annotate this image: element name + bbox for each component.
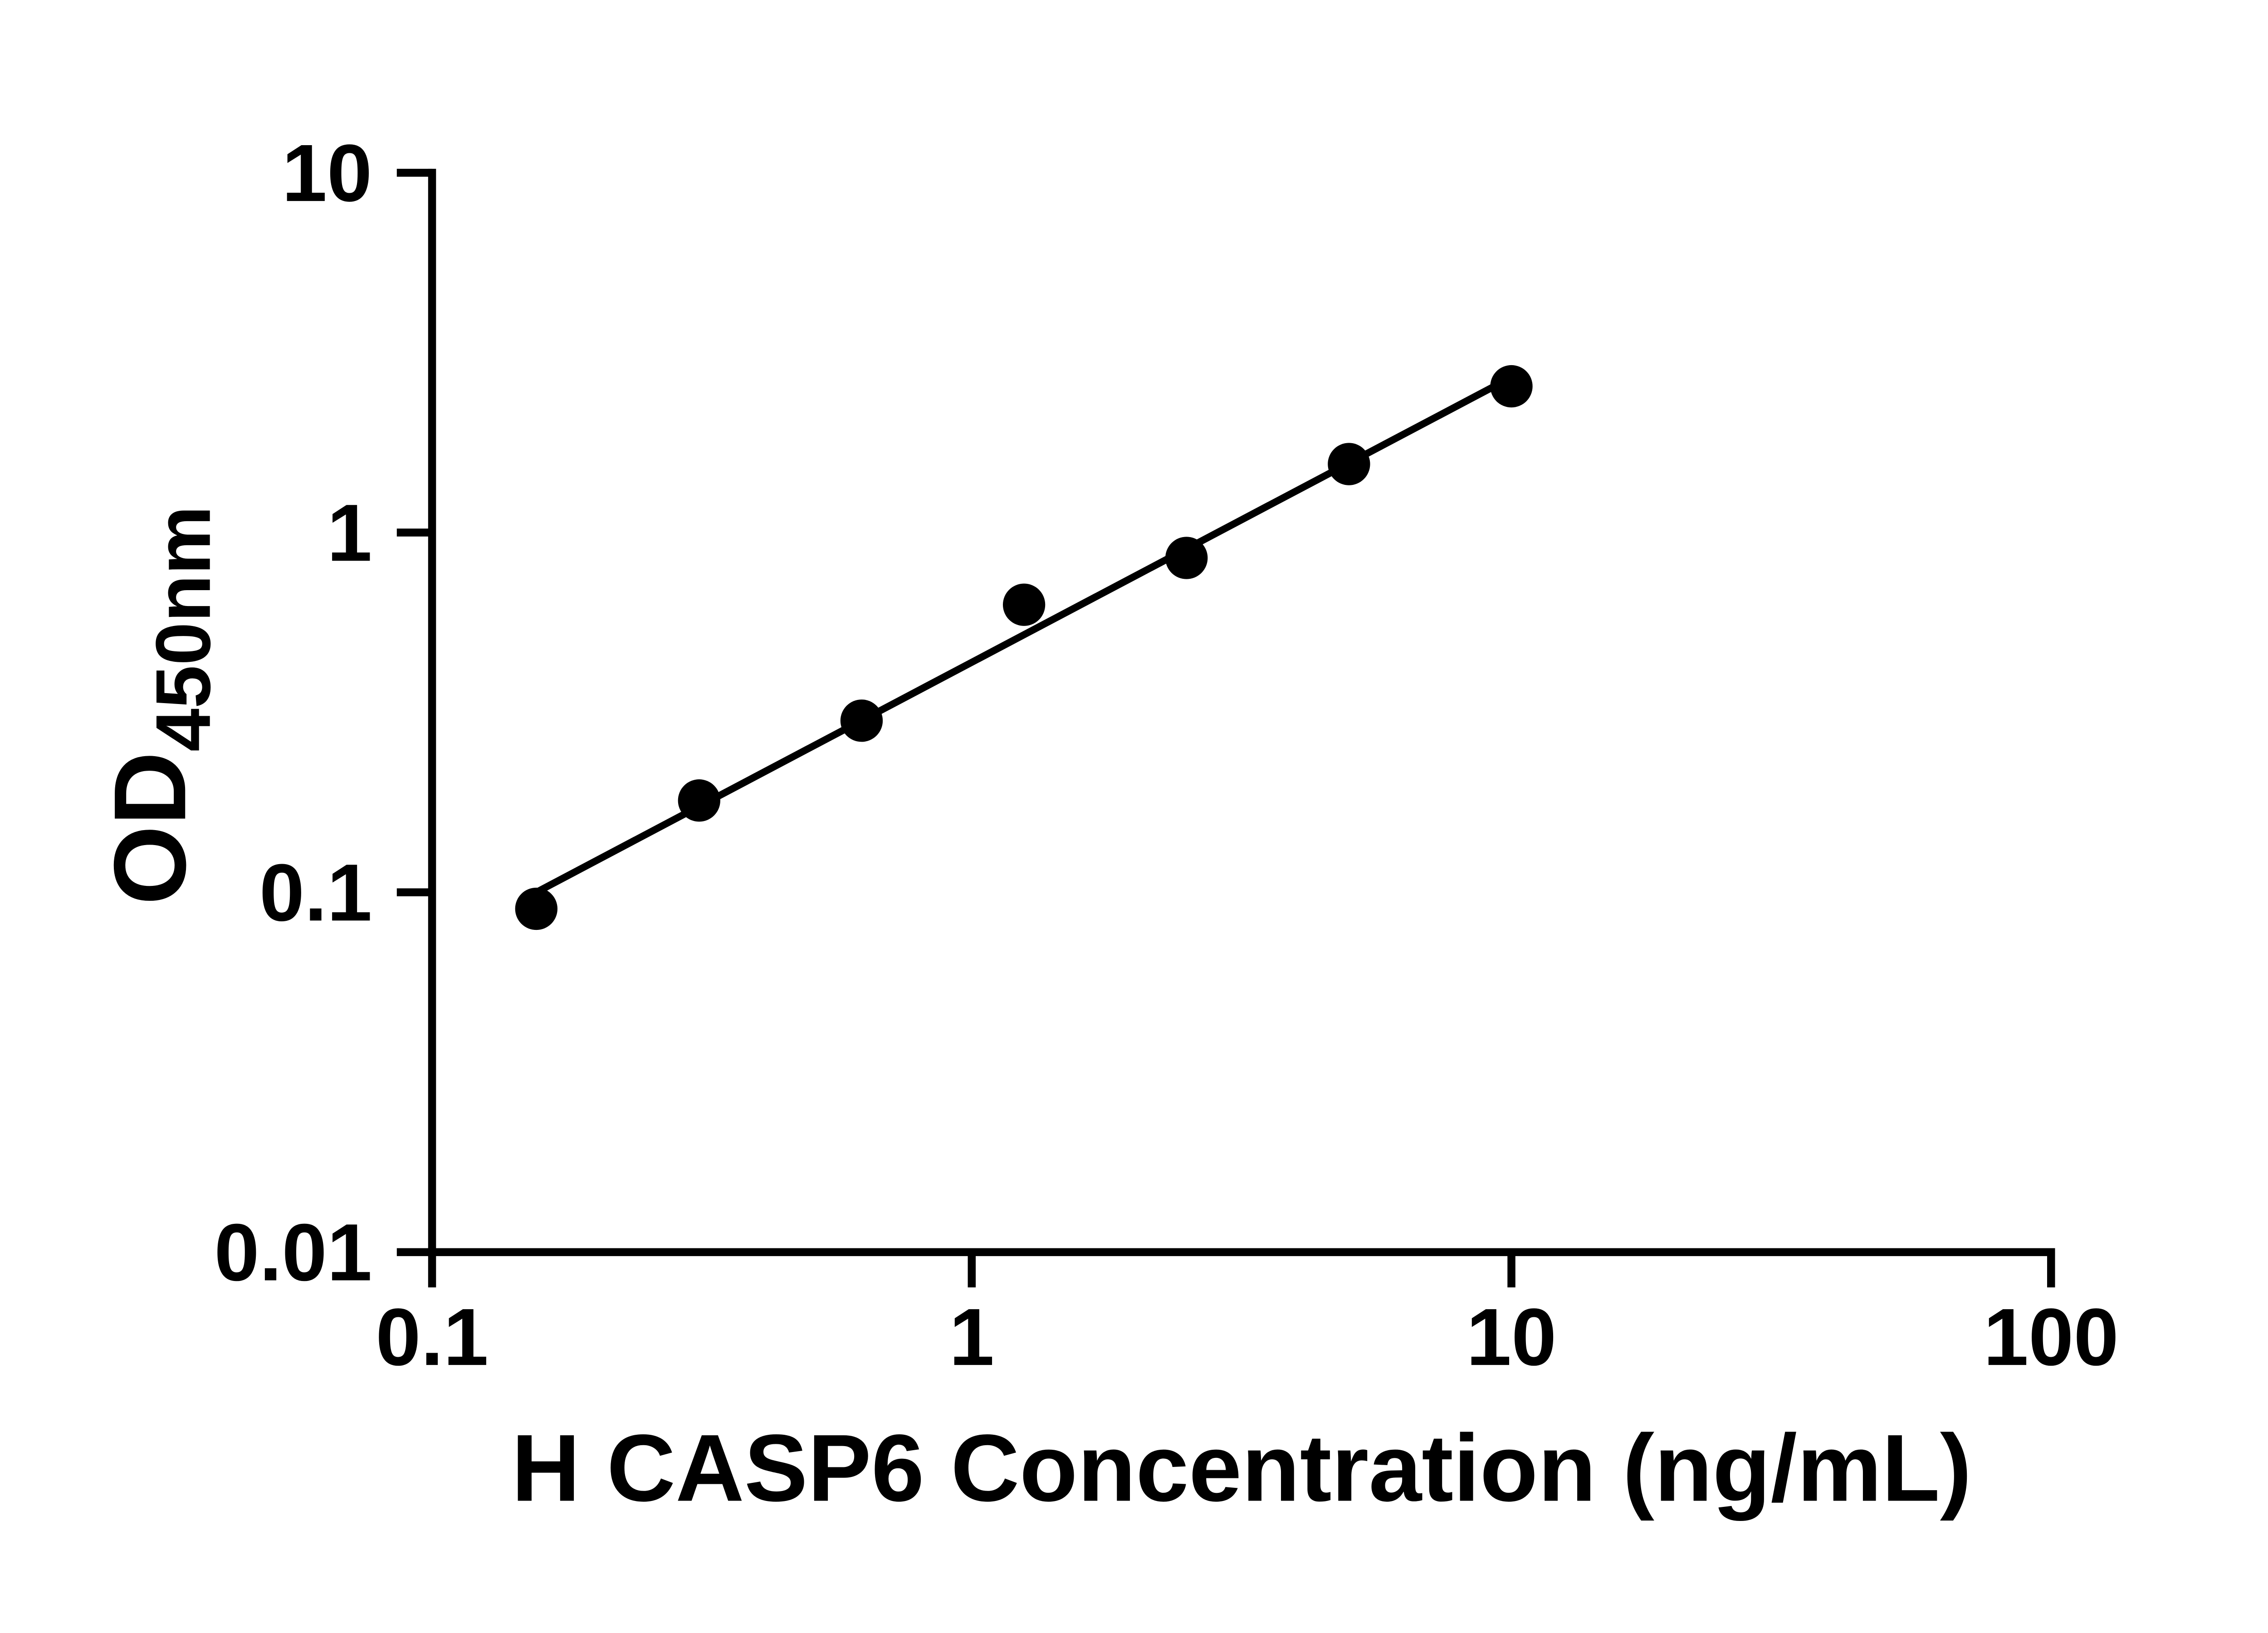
y-tick-label: 10 [282,127,372,218]
x-tick-label: 100 [1984,1291,2119,1382]
y-axis-label: OD450nm [93,506,226,905]
y-axis-label-base: OD [93,752,207,905]
y-tick-label: 0.1 [259,847,372,938]
x-tick-label: 10 [1466,1291,1557,1382]
x-tick-label: 0.1 [376,1291,489,1382]
y-axis-label-subscript: 450nm [140,506,227,752]
x-tick-label: 1 [949,1291,994,1382]
x-axis-label: H CASP6 Concentration (ng/mL) [512,1415,1972,1521]
data-point [678,779,720,822]
data-point [1328,443,1370,485]
y-tick-label: 1 [327,487,372,578]
data-point [1002,583,1046,626]
data-point [515,887,557,930]
data-point [1165,537,1208,579]
data-point [1490,365,1533,408]
y-tick-label: 0.01 [214,1207,372,1298]
data-point [840,699,883,742]
